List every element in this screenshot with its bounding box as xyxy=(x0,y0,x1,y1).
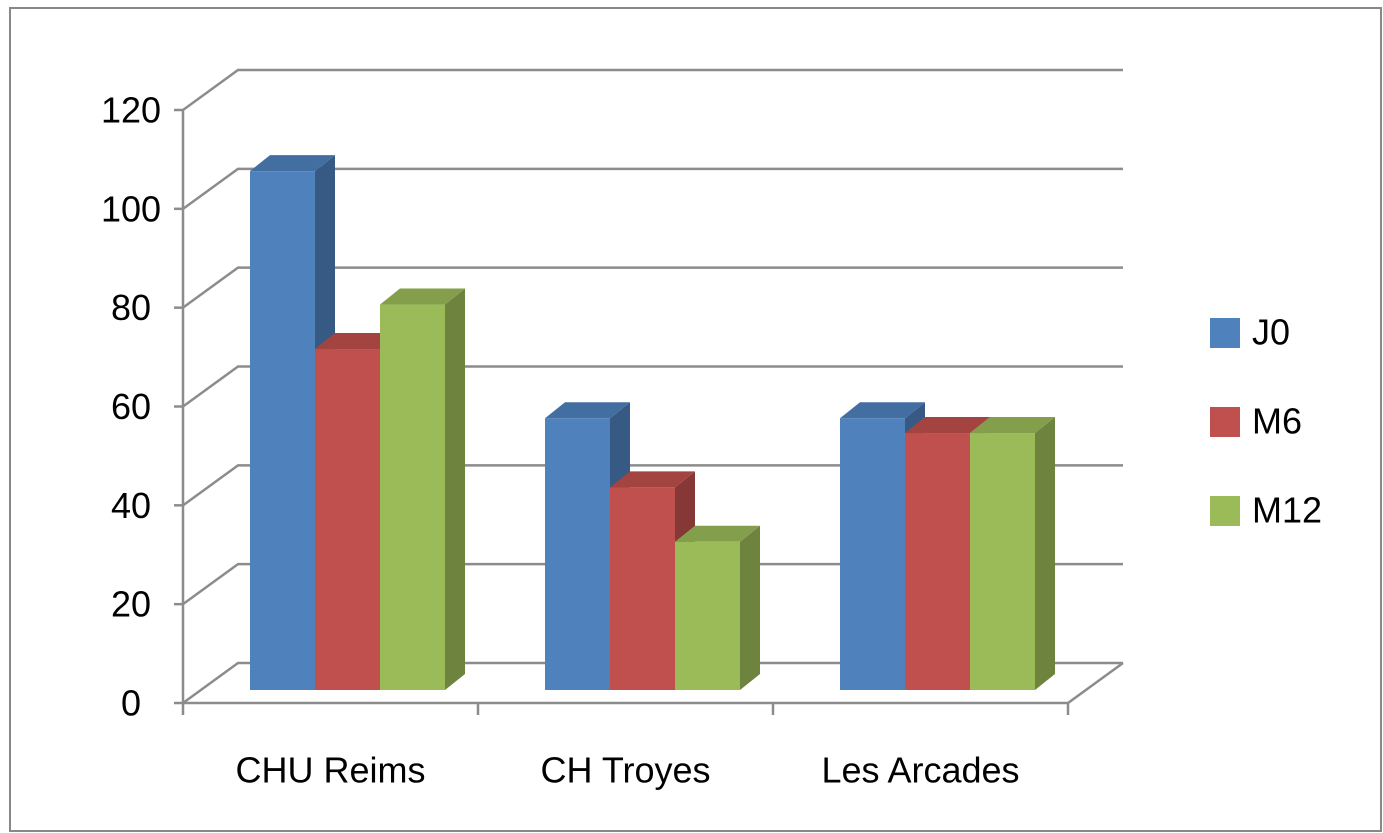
grid-line xyxy=(182,266,1123,309)
bar-front xyxy=(905,433,970,690)
legend-swatch xyxy=(1210,407,1240,437)
y-tick-label: 20 xyxy=(111,584,151,625)
bar-front xyxy=(250,171,315,690)
bar-top xyxy=(905,417,990,434)
grid-line xyxy=(182,464,1123,507)
grid-line xyxy=(182,68,1123,112)
bar-top xyxy=(545,402,630,419)
y-tick-label: 120 xyxy=(101,90,161,131)
x-tick-label: CHU Reims xyxy=(235,750,425,791)
legend-swatch xyxy=(1210,496,1240,526)
bar-side xyxy=(445,288,465,690)
y-tick-label: 60 xyxy=(111,386,151,427)
bar-front xyxy=(610,487,675,690)
bar-top xyxy=(840,402,925,419)
y-tick-label: 0 xyxy=(121,683,141,724)
bar xyxy=(545,402,630,690)
bar-top xyxy=(380,288,465,305)
bar-front xyxy=(840,418,905,690)
bar-front xyxy=(970,433,1035,690)
chart-frame xyxy=(9,7,1382,832)
y-tick-label: 40 xyxy=(111,485,151,526)
bar xyxy=(970,417,1055,690)
x-tick-label: CH Troyes xyxy=(540,750,710,791)
x-tick-label: Les Arcades xyxy=(821,750,1019,791)
bar-top xyxy=(970,417,1055,434)
grid-line xyxy=(182,167,1123,210)
bar-front xyxy=(545,418,610,690)
bar-top xyxy=(315,333,400,350)
bar-side xyxy=(740,525,760,690)
legend-swatch xyxy=(1210,318,1240,348)
grid-line xyxy=(182,661,1123,705)
bar-front xyxy=(315,349,380,690)
bar-top xyxy=(610,471,695,488)
bar-side xyxy=(1035,417,1055,690)
legend-label: M6 xyxy=(1252,401,1302,442)
bar-front xyxy=(675,541,740,690)
bar-top xyxy=(675,525,760,542)
grid-line xyxy=(182,365,1123,408)
grid-line xyxy=(182,562,1123,606)
bar-front xyxy=(380,304,445,690)
bar-top xyxy=(250,155,335,172)
bar xyxy=(380,288,465,690)
bar xyxy=(675,525,760,690)
y-tick-label: 100 xyxy=(101,188,161,229)
legend-label: J0 xyxy=(1252,312,1290,353)
legend-label: M12 xyxy=(1252,490,1322,531)
y-tick-label: 80 xyxy=(111,287,151,328)
